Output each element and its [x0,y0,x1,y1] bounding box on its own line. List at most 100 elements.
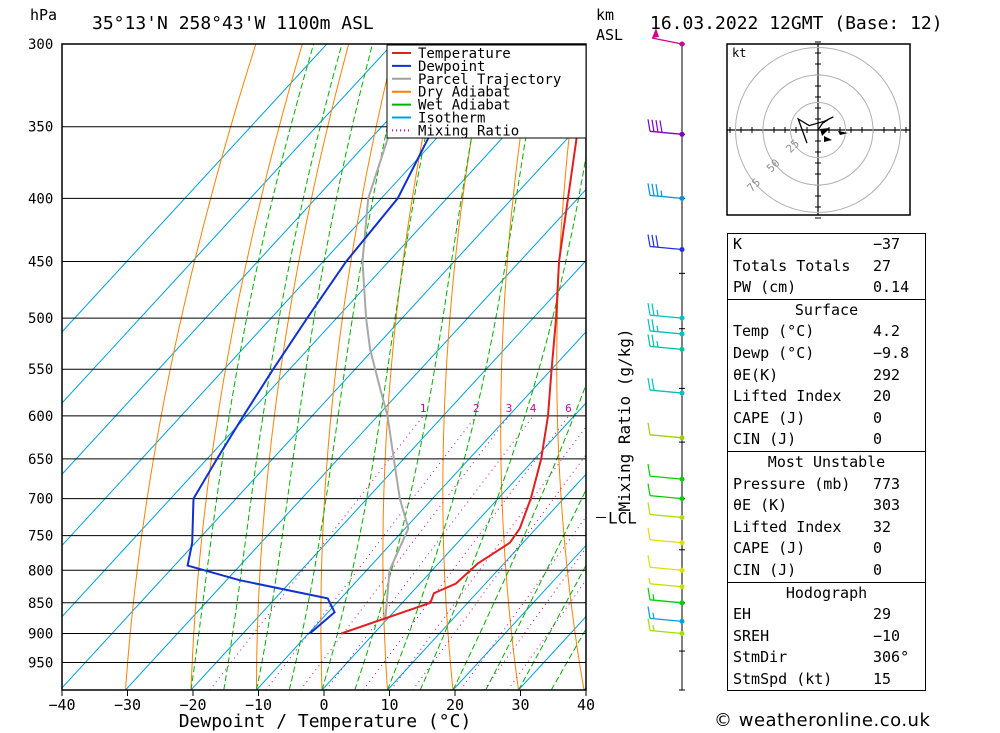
mu-cape-label: CAPE (J) [733,539,806,558]
wind-barb-flag [647,334,651,347]
wind-barb-flag [647,422,651,435]
mixing-ratio-label: 6 [565,402,572,415]
eh-label: EH [733,605,752,624]
mu-cape-value: 0 [873,539,883,558]
mixing-ratio-label: 16 [653,402,666,415]
wind-barb [647,555,685,573]
wind-barb-staff [649,330,683,335]
pressure-tick-label: 850 [28,596,53,612]
wet-adiabat-line [419,154,586,690]
asl-unit-label: ASL [596,26,623,44]
wind-barb [647,483,685,502]
pressure-tick-label: 900 [28,626,53,642]
dewpoint-line [186,44,495,635]
wind-barb-flag [655,120,659,133]
temperature-line [340,90,586,635]
wind-barb-flag [651,319,655,332]
isotherm-line [190,259,586,690]
sreh-row: SREH −10 [728,626,925,648]
mixing-ratio-label: 8 [591,402,598,415]
totals-totals-value: 27 [873,256,892,275]
isotherm-line [62,44,393,404]
surface-title: Surface [794,300,859,319]
surface-li-row: Lifted Index 20 [728,386,925,408]
surface-li-label: Lifted Index [733,387,842,406]
x-tick-label: 10 [380,696,398,714]
legend-box [386,44,587,139]
pressure-tick-label: 600 [28,409,53,425]
hpa-unit-label: hPa [30,6,57,24]
x-axis-title: Dewpoint / Temperature (°C) [179,711,472,732]
isotherm-line [62,46,586,618]
surface-cin-label: CIN (J) [733,430,797,449]
wind-barb [647,422,685,441]
isotherm-line [62,44,328,333]
wind-barb-flag [647,464,651,477]
mu-theta-label: θE (K) [733,496,788,515]
indices-panel: K −37 Totals Totals 27 PW (cm) 0.14 Surface… [727,233,926,692]
wind-barb-half-flag [648,577,651,584]
wind-barb-staff [649,314,683,319]
pw-row: PW (cm) 0.14 [728,277,925,299]
pressure-tick-label: 950 [28,655,53,671]
x-tick-label: 20 [446,696,464,714]
mu-li-row: Lifted Index 32 [728,517,925,539]
pressure-tick-label: 800 [28,563,53,579]
mixing-ratio-label: 25 [698,402,711,415]
isotherm-line [452,544,586,690]
pressure-tick-label: 450 [28,255,53,271]
wind-barb-flag [647,618,651,631]
surface-cin-row: CIN (J) 0 [728,429,925,451]
legend-label: Temperature [418,46,511,62]
eh-value: 29 [873,605,892,624]
mixing-ratio-line [483,547,586,690]
mixing-ratio-label: 3 [506,402,513,415]
wind-barb-staff [649,583,683,588]
wind-barb-staff [649,494,683,500]
wind-barb-flag [655,184,659,197]
dry-adiabat-line [556,44,585,690]
stability-indices-box: K −37 Totals Totals 27 PW (cm) 0.14 [727,233,926,299]
mixing-ratio-label: 2 [473,402,480,415]
isotherm-line [321,402,586,690]
mixing-ratio-line [460,516,586,690]
wind-barb-staff [649,513,683,519]
stmspd-row: StmSpd (kt) 15 [728,669,925,691]
wind-barb-head [652,28,659,38]
wind-barb-flag [647,302,651,316]
wind-barb [648,577,685,590]
wind-barb-staff [649,345,683,350]
pressure-tick-label: 550 [28,362,53,378]
legend-label: Isotherm [418,111,485,127]
stmspd-value: 15 [873,669,892,688]
mixing-ratio-line [390,426,586,690]
isotherm-line [125,188,586,690]
stmdir-row: StmDir 306° [728,647,925,669]
wind-barb [647,502,685,520]
wind-barb [647,234,685,252]
wind-barb-flag [647,606,651,619]
sreh-label: SREH [733,626,770,645]
wind-barb-staff [649,599,683,604]
hodograph-stats-box: Hodograph EH 29 SREH −10 StmDir 306° StmSpd… [727,581,926,692]
legend-label: Wet Adiabat [418,98,511,114]
credit-link[interactable]: © weatheronline.co.uk [714,710,931,731]
wind-barb-flag [647,318,651,332]
mixing-ratio-line [412,453,586,690]
isotherm-line [62,44,459,475]
mixing-ratio-axis-title: Mixing Ratio (g/kg) [615,328,634,511]
surface-dewp-label: Dewp (°C) [733,343,815,362]
dry-adiabat-line [442,44,489,690]
mu-cin-value: 0 [873,560,883,579]
wind-barb-staff [649,566,683,571]
wind-barb-flag [647,119,651,132]
most-unstable-title: Most Unstable [767,452,886,471]
mixing-ratio-line [325,415,534,690]
x-tick-label: 40 [577,696,595,714]
x-tick-label: 30 [511,696,529,714]
wind-barb [647,318,685,337]
totals-totals-row: Totals Totals 27 [728,256,925,278]
surface-cape-value: 0 [873,408,883,427]
wind-barb-half-flag [652,594,655,601]
surface-cape-row: CAPE (J) 0 [728,408,925,430]
